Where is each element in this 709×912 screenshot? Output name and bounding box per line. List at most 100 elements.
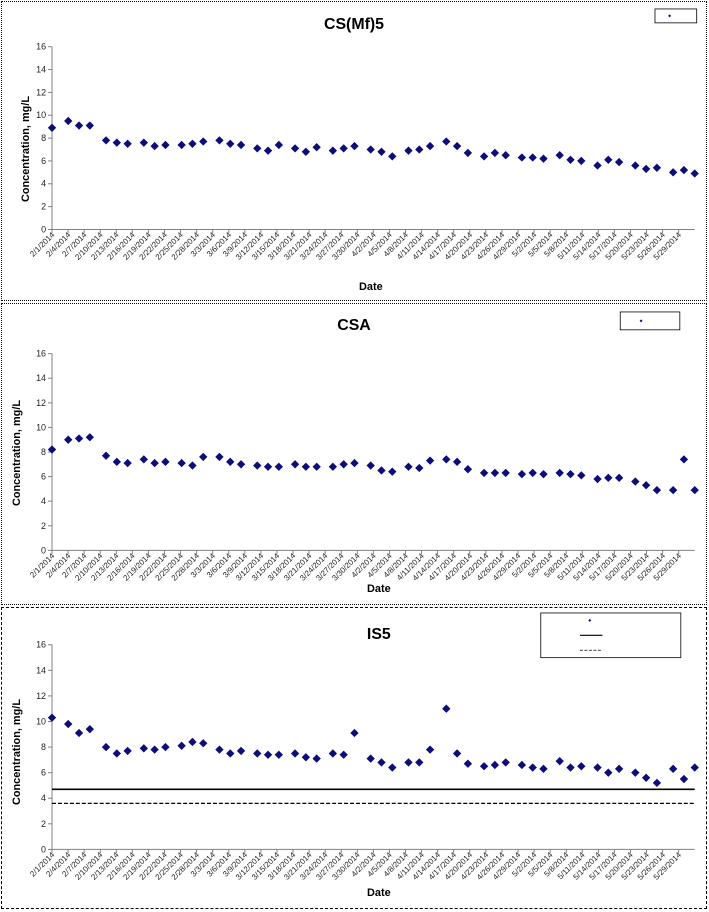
y-axis-label: Concentration, mg/L — [11, 699, 23, 805]
y-tick-labels: 0 2 4 6 8 10 12 14 16 — [36, 42, 46, 235]
data-point — [641, 773, 651, 782]
y-tick-labels: 0 2 4 6 8 10 12 14 16 — [36, 640, 46, 855]
y-tick-label: 6 — [41, 768, 46, 778]
data-point — [614, 157, 624, 167]
y-tick-label: 0 — [41, 844, 46, 854]
chart-title: CS(Mf)5 — [324, 16, 384, 33]
data-point — [690, 169, 699, 178]
axes — [48, 644, 695, 854]
axes — [48, 353, 695, 555]
data-point — [604, 473, 613, 483]
data-point — [199, 452, 208, 462]
data-point — [442, 704, 451, 713]
data-point — [528, 153, 537, 162]
data-point — [652, 163, 662, 172]
y-tick-label: 8 — [41, 133, 46, 143]
axes — [48, 46, 695, 234]
y-tick-label: 14 — [36, 65, 46, 75]
data-point — [593, 763, 602, 772]
data-point — [47, 123, 57, 132]
y-tick-label: 0 — [41, 545, 46, 555]
data-point — [139, 138, 149, 147]
data-point — [74, 434, 84, 443]
y-tick-label: 10 — [36, 110, 46, 120]
legend — [540, 612, 682, 659]
data-point — [479, 762, 489, 771]
y-tick-label: 2 — [41, 819, 46, 829]
data-point — [290, 749, 300, 758]
data-point — [566, 763, 575, 772]
data-point — [452, 141, 462, 151]
data-point — [328, 146, 338, 155]
y-tick-label: 0 — [41, 224, 46, 234]
data-point — [539, 764, 548, 773]
data-point — [85, 121, 95, 130]
data-point — [479, 152, 489, 161]
data-point — [161, 742, 170, 752]
data-point — [555, 151, 564, 160]
data-point — [101, 451, 111, 460]
data-point — [236, 460, 246, 469]
data-point — [631, 768, 640, 777]
x-axis-label: Date — [367, 887, 391, 899]
data-point — [263, 462, 273, 471]
data-point — [85, 724, 94, 734]
data-point — [577, 471, 586, 480]
data-point — [517, 153, 527, 162]
data-point — [253, 461, 262, 470]
chart-panel-csmf5: CS(Mf)5 Concentration, mg/L Date 0 2 4 6 8 10… — [1, 1, 707, 301]
data-point — [652, 778, 662, 788]
data-point — [528, 468, 537, 478]
x-tick-labels: 2/1/20142/4/20142/7/20142/10/20142/13/20… — [28, 230, 683, 262]
data-point — [442, 137, 451, 146]
data-points — [47, 116, 699, 178]
data-point — [517, 469, 527, 479]
data-point — [85, 433, 94, 442]
data-point — [501, 468, 510, 478]
data-point — [301, 462, 311, 471]
data-point — [679, 455, 689, 464]
data-point — [274, 140, 284, 150]
data-point — [490, 468, 500, 478]
data-point — [452, 749, 462, 758]
data-point — [312, 754, 321, 763]
data-point — [652, 485, 662, 495]
data-point — [415, 463, 424, 473]
data-point — [199, 739, 208, 748]
data-point — [528, 763, 537, 772]
y-tick-label: 6 — [41, 156, 46, 166]
legend — [654, 8, 698, 24]
y-tick-label: 6 — [41, 472, 46, 482]
data-point — [679, 165, 689, 175]
data-point — [641, 481, 651, 490]
data-point — [366, 461, 375, 470]
data-point — [668, 485, 678, 495]
data-point — [199, 137, 208, 146]
y-tick-label: 16 — [36, 640, 46, 650]
data-point — [415, 145, 424, 154]
y-tick-label: 8 — [41, 447, 46, 457]
data-point — [123, 458, 132, 468]
data-point — [112, 749, 121, 758]
legend-box — [540, 612, 682, 659]
data-point — [566, 469, 575, 479]
data-point — [301, 147, 311, 156]
data-point — [274, 462, 284, 471]
data-point — [593, 161, 602, 170]
data-point — [377, 466, 386, 475]
data-point — [679, 774, 689, 784]
data-point — [425, 745, 435, 754]
data-point — [290, 460, 300, 469]
data-point — [177, 458, 186, 468]
data-point — [668, 764, 678, 773]
data-point — [366, 145, 375, 154]
data-point — [377, 147, 386, 156]
data-points — [47, 704, 699, 788]
y-tick-label: 10 — [36, 422, 46, 432]
data-point — [150, 458, 159, 468]
data-point — [236, 140, 246, 150]
data-point — [339, 460, 348, 469]
x-tick-labels: 2/1/20142/4/20142/7/20142/10/20142/13/20… — [28, 551, 683, 583]
chart-panel-is5: IS5 Concentration, mg/L Date 0 2 4 6 8 10 12 14… — [1, 607, 707, 909]
data-point — [101, 742, 111, 752]
